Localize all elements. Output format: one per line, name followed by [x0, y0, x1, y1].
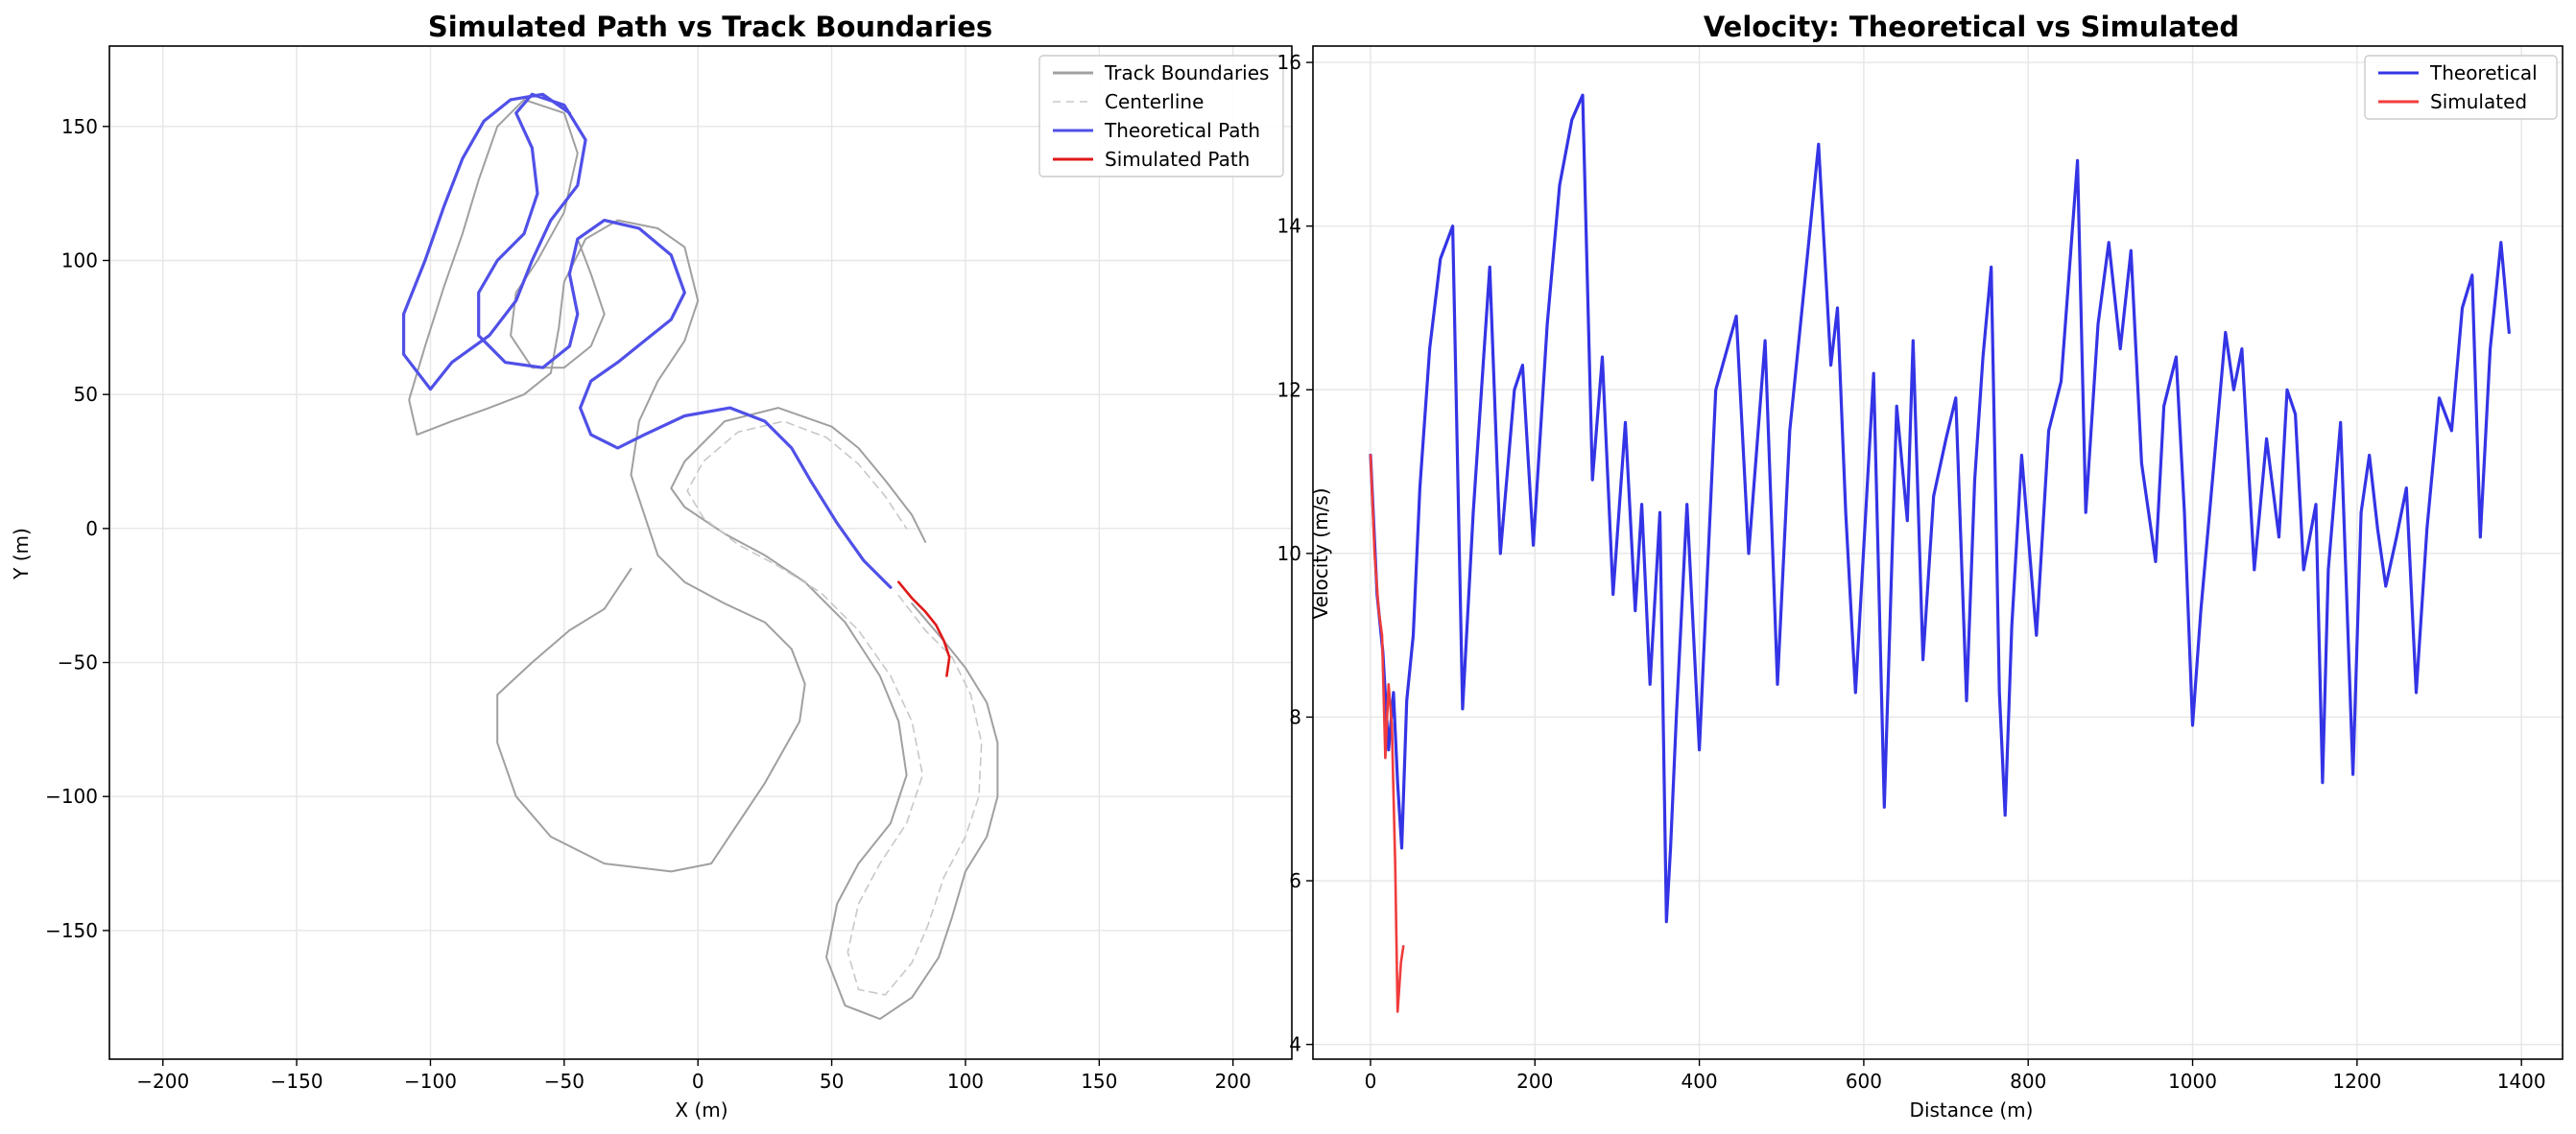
- velocity-x-label: Distance (m): [1910, 1099, 2034, 1122]
- x-tick-label: 50: [820, 1070, 844, 1093]
- legend-label: Simulated: [2430, 90, 2527, 113]
- y-tick-label: 8: [1289, 705, 1301, 728]
- velocity-grid: [1313, 46, 2563, 1059]
- x-tick-label: 100: [947, 1070, 984, 1093]
- x-tick-label: 0: [692, 1070, 704, 1093]
- legend-label: Theoretical Path: [1104, 119, 1260, 142]
- y-tick-label: 150: [61, 115, 98, 138]
- x-tick-label: 1000: [2168, 1070, 2217, 1093]
- x-tick-label: 1400: [2497, 1070, 2546, 1093]
- velocity-legend: Theoretical Simulated: [2364, 55, 2558, 120]
- velocity-y-label: Velocity (m/s): [1309, 487, 1332, 619]
- x-tick-label: 600: [1846, 1070, 1882, 1093]
- y-tick-label: 14: [1277, 215, 1301, 238]
- x-tick-label: 800: [2010, 1070, 2046, 1093]
- velocity-x-ticks: 0 200 400 600 800 1000 1200 1400: [1365, 1059, 2546, 1093]
- x-tick-label: 200: [1215, 1070, 1252, 1093]
- y-tick-label: −150: [45, 919, 98, 942]
- legend-label: Theoretical: [2429, 61, 2538, 84]
- velocity-y-ticks: 4 6 8 10 12 14 16: [1277, 51, 1313, 1056]
- x-tick-label: −200: [136, 1070, 189, 1093]
- track-map-legend: Track Boundaries Centerline Theoretical Pa…: [1038, 55, 1284, 177]
- track-map-grid: [109, 46, 1292, 1059]
- x-tick-label: 1200: [2332, 1070, 2381, 1093]
- series-line-track-boundaries: [670, 407, 999, 1021]
- y-tick-label: 50: [74, 383, 98, 406]
- velocity-lines: [1369, 93, 2511, 1013]
- y-tick-label: 0: [85, 517, 98, 540]
- track-map-title: Simulated Path vs Track Boundaries: [428, 11, 992, 43]
- track-map-x-ticks: −200 −150 −100 −50 0 50 100 150 200: [136, 1059, 1252, 1093]
- legend-label: Simulated Path: [1105, 148, 1250, 171]
- x-tick-label: −150: [271, 1070, 323, 1093]
- velocity-title: Velocity: Theoretical vs Simulated: [1704, 11, 2239, 43]
- series-line-simulated: [1369, 454, 1405, 1013]
- y-tick-label: −50: [58, 651, 98, 674]
- series-line-simulated-path: [897, 580, 951, 677]
- track-map-lines: [402, 92, 999, 1021]
- track-map-x-label: X (m): [675, 1099, 727, 1122]
- x-tick-label: 200: [1516, 1070, 1553, 1093]
- track-map-y-ticks: −150 −100 −50 0 50 100 150: [45, 115, 109, 942]
- series-line-centerline: [686, 420, 983, 996]
- y-tick-label: 4: [1289, 1033, 1301, 1056]
- series-line-track-boundaries-inner-: [408, 98, 806, 873]
- series-line-theoretical: [1369, 93, 2511, 924]
- legend-label: Centerline: [1105, 90, 1204, 113]
- legend-box: [1038, 55, 1284, 177]
- y-tick-label: −100: [45, 785, 98, 808]
- track-map-axes-frame: [108, 45, 1293, 1060]
- y-tick-label: 12: [1277, 378, 1301, 401]
- x-tick-label: 0: [1365, 1070, 1377, 1093]
- x-tick-label: −100: [404, 1070, 457, 1093]
- x-tick-label: 150: [1081, 1070, 1117, 1093]
- y-tick-label: 10: [1277, 542, 1301, 565]
- x-tick-label: −50: [544, 1070, 584, 1093]
- x-tick-label: 400: [1681, 1070, 1717, 1093]
- track-map-y-label: Y (m): [10, 528, 33, 580]
- series-line-theoretical-path: [402, 92, 893, 589]
- legend-label: Track Boundaries: [1104, 61, 1269, 84]
- y-tick-label: 16: [1277, 51, 1301, 74]
- y-tick-label: 6: [1289, 869, 1301, 892]
- track-map-panel: Simulated Path vs Track Boundaries −200−…: [10, 11, 1293, 1122]
- y-tick-label: 100: [61, 248, 98, 272]
- velocity-axes-frame: [1312, 45, 2564, 1060]
- velocity-panel: Velocity: Theoretical vs Simulated 0 200 4…: [1277, 11, 2564, 1122]
